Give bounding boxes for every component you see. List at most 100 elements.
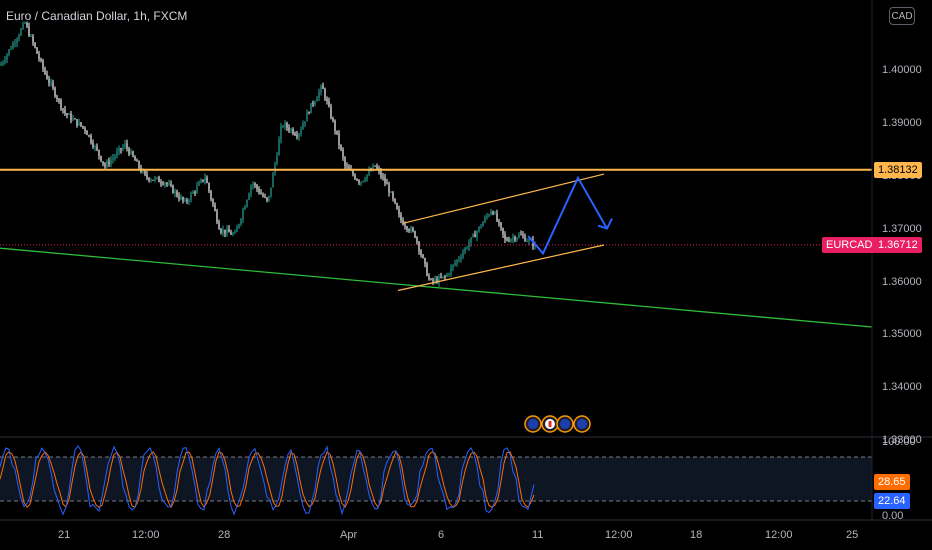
candle-body	[20, 28, 22, 36]
candle-body	[142, 170, 144, 173]
candle-body	[476, 231, 478, 238]
candle-body	[278, 139, 280, 156]
candle-body	[48, 79, 50, 83]
candle-body	[220, 229, 222, 233]
stoch-d-value-tag: 28.65	[874, 474, 910, 490]
x-tick-label: 18	[690, 529, 703, 541]
candle-body	[434, 279, 436, 282]
maple-mark	[548, 421, 552, 427]
candle-body	[356, 178, 358, 181]
candle-body	[2, 62, 4, 64]
candle-body	[156, 177, 158, 179]
event-icon-core	[560, 419, 570, 429]
candle-body	[504, 234, 506, 240]
candle-body	[460, 257, 462, 259]
candle-body	[190, 193, 192, 201]
candle-body	[286, 123, 288, 128]
candle-body	[506, 239, 508, 241]
candle-body	[130, 151, 132, 155]
candle-body	[18, 35, 20, 40]
event-icon-core	[528, 419, 538, 429]
candle-body	[128, 148, 130, 155]
candle-body	[118, 148, 120, 152]
trend-line	[0, 247, 873, 328]
candle-body	[254, 183, 256, 185]
candle-body	[0, 63, 2, 66]
candle-body	[188, 200, 190, 202]
candle-body	[218, 222, 220, 230]
candle-body	[394, 198, 396, 204]
candle-body	[138, 161, 140, 168]
channel-lower-line	[397, 244, 605, 292]
candle-body	[502, 227, 504, 235]
candle-body	[200, 179, 202, 183]
candle-body	[204, 177, 206, 181]
x-tick-label: 28	[218, 529, 231, 541]
channel-upper-line	[402, 173, 605, 224]
candle-body	[390, 192, 392, 194]
candle-body	[358, 180, 360, 184]
candle-body	[62, 108, 64, 110]
candle-body	[232, 233, 234, 235]
candle-body	[516, 237, 518, 240]
currency-badge[interactable]: CAD	[889, 7, 915, 25]
candle-body	[206, 177, 208, 184]
candle-body	[280, 126, 282, 140]
candle-body	[56, 96, 58, 100]
candle-body	[98, 149, 100, 156]
candle-body	[354, 174, 356, 179]
candle-body	[26, 22, 28, 27]
candle-body	[448, 273, 450, 275]
candle-body	[30, 35, 32, 37]
candle-body	[94, 146, 96, 148]
candle-body	[238, 224, 240, 228]
candle-body	[42, 60, 44, 69]
x-tick-label: 11	[532, 529, 544, 541]
candle-body	[124, 143, 126, 147]
candle-body	[338, 133, 340, 146]
candle-body	[70, 113, 72, 121]
candle-body	[508, 240, 510, 242]
candle-body	[246, 199, 248, 207]
candle-body	[304, 121, 306, 125]
candle-body	[412, 228, 414, 232]
candle-body	[16, 39, 18, 44]
y-tick-label: 1.33000	[882, 434, 922, 447]
candle-body	[226, 228, 228, 234]
candle-body	[144, 170, 146, 175]
candle-body	[242, 209, 244, 220]
candle-body	[148, 177, 150, 181]
candle-body	[324, 88, 326, 99]
candle-body	[288, 127, 290, 131]
x-tick-label: Apr	[340, 529, 358, 541]
candle-body	[374, 165, 376, 167]
candle-body	[464, 247, 466, 253]
candles	[0, 21, 536, 287]
candle-body	[250, 185, 252, 194]
candle-body	[172, 185, 174, 194]
x-tick-label: 6	[438, 529, 445, 541]
candle-body	[14, 43, 16, 45]
candle-body	[382, 176, 384, 178]
candle-body	[134, 156, 136, 161]
candle-body	[230, 232, 232, 235]
y-tick-label: 1.35000	[882, 328, 922, 341]
candle-body	[408, 229, 410, 232]
candle-body	[196, 185, 198, 193]
candle-body	[114, 156, 116, 158]
candle-body	[296, 134, 298, 137]
candle-body	[416, 237, 418, 242]
candle-body	[164, 182, 166, 185]
candle-body	[116, 151, 118, 157]
candle-body	[168, 183, 170, 185]
candle-body	[348, 166, 350, 170]
candle-body	[458, 258, 460, 260]
candle-body	[178, 196, 180, 199]
candle-body	[376, 166, 378, 169]
candle-body	[272, 173, 274, 188]
candle-body	[96, 146, 98, 150]
stoch-k-line	[0, 444, 535, 516]
candle-body	[478, 226, 480, 232]
candle-body	[198, 182, 200, 186]
